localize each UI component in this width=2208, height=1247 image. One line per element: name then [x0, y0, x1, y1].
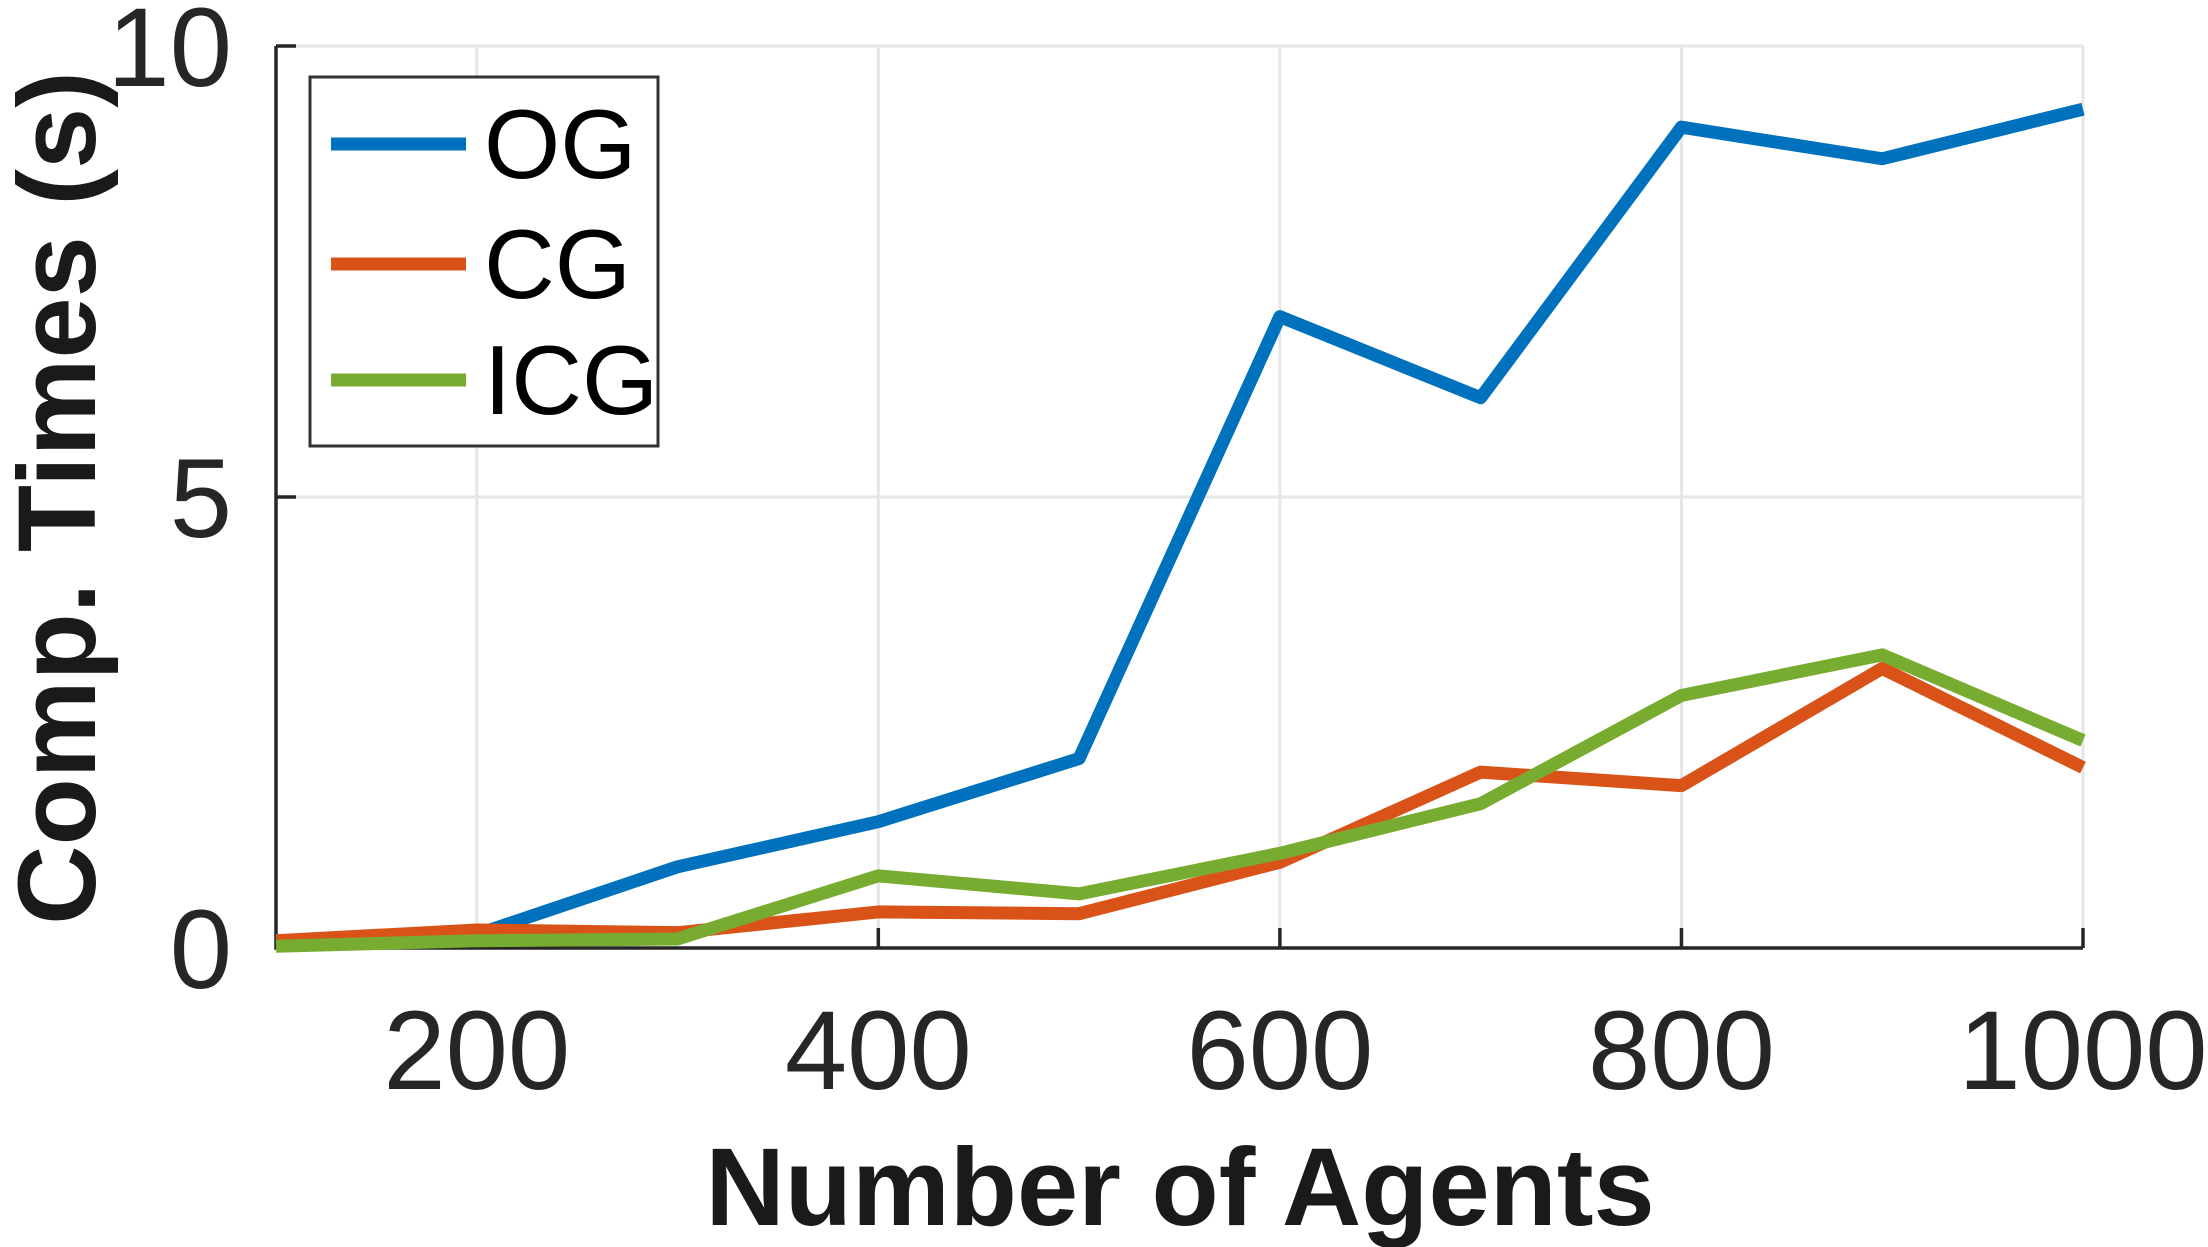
series-line-cg	[275, 661, 2086, 948]
x-tick-label-400: 400	[785, 988, 972, 1113]
x-tick-label-600: 600	[1186, 988, 1373, 1113]
x-axis-title: Number of Agents	[705, 1126, 1654, 1247]
series-line-og	[275, 102, 2085, 950]
x-tick-label-1000: 1000	[1958, 988, 2207, 1113]
legend-label-icg: ICG	[484, 325, 658, 435]
y-tick-label-0: 0	[170, 887, 232, 1012]
x-tick-label-200: 200	[383, 988, 570, 1113]
y-tick-label-10: 10	[107, 0, 232, 110]
legend: OG CG ICG	[308, 75, 660, 448]
tick-labels: 200 400 600 800 1000 0 5 10	[107, 0, 2207, 1113]
x-tick-label-800: 800	[1588, 988, 1775, 1113]
data-series	[275, 102, 2086, 953]
legend-label-og: OG	[484, 89, 636, 199]
series-line-icg	[275, 648, 2086, 953]
y-tick-label-5: 5	[170, 436, 232, 561]
legend-label-cg: CG	[484, 209, 631, 319]
gridlines	[276, 44, 2085, 948]
y-axis-title: Comp. Times (s)	[0, 71, 119, 925]
